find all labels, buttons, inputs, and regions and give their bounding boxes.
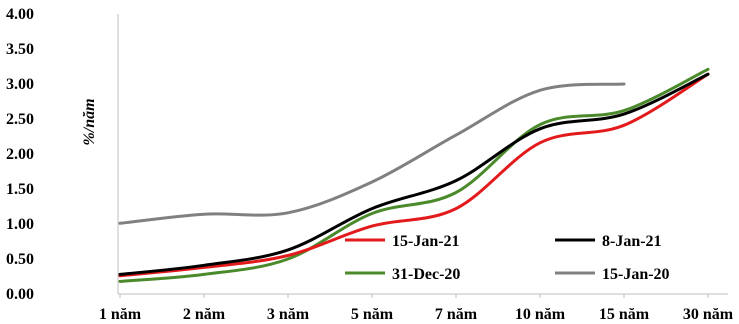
series-line-15-jan-20 xyxy=(118,82,626,225)
x-tick-label: 15 năm xyxy=(599,306,650,323)
series-line-8-jan-21 xyxy=(118,72,710,276)
x-tick-label: 2 năm xyxy=(183,306,226,323)
y-tick-label: 3.50 xyxy=(6,41,34,58)
y-tick-label: 2.00 xyxy=(6,146,34,163)
x-tick-label: 10 năm xyxy=(515,306,566,323)
y-tick-label: 0.50 xyxy=(6,251,34,268)
legend-label: 31-Dec-20 xyxy=(392,266,460,283)
y-tick-label: 4.00 xyxy=(6,6,34,23)
y-tick-label: 0.00 xyxy=(6,286,34,303)
series-line-31-dec-20 xyxy=(118,67,710,283)
y-axis-label: %/năm xyxy=(81,98,98,145)
legend-label: 8-Jan-21 xyxy=(602,233,662,250)
x-tick-label: 5 năm xyxy=(351,306,394,323)
series-line-15-jan-21 xyxy=(118,72,710,278)
y-tick-label: 1.00 xyxy=(6,216,34,233)
legend-label: 15-Jan-20 xyxy=(602,266,670,283)
x-tick-label: 30 năm xyxy=(683,306,734,323)
y-tick-label: 3.00 xyxy=(6,76,34,93)
x-tick-label: 1 năm xyxy=(99,306,142,323)
x-tick-label: 7 năm xyxy=(435,306,478,323)
y-tick-label: 2.50 xyxy=(6,111,34,128)
x-tick-label: 3 năm xyxy=(267,306,310,323)
y-tick-label: 1.50 xyxy=(6,181,34,198)
legend-label: 15-Jan-21 xyxy=(392,233,460,250)
